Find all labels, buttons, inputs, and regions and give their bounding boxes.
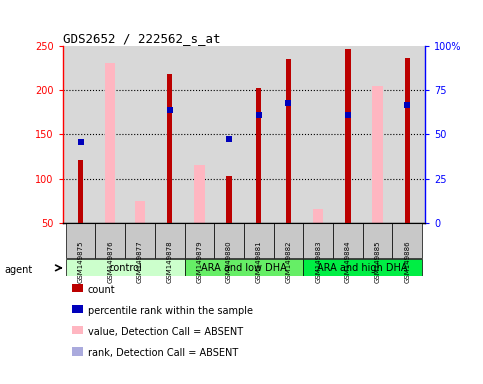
Text: value, Detection Call = ABSENT: value, Detection Call = ABSENT <box>88 327 243 338</box>
Bar <box>135 200 145 223</box>
Text: GSM149882: GSM149882 <box>285 240 291 283</box>
Text: GSM149883: GSM149883 <box>315 240 321 283</box>
Bar <box>405 58 410 223</box>
Bar <box>303 259 422 276</box>
Text: GSM149881: GSM149881 <box>256 240 262 283</box>
Bar <box>105 63 115 223</box>
Bar <box>125 223 155 258</box>
Bar <box>227 176 232 223</box>
Bar <box>167 74 172 223</box>
Bar <box>96 223 125 258</box>
Text: GSM149877: GSM149877 <box>137 240 143 283</box>
Text: GSM149876: GSM149876 <box>107 240 114 283</box>
Text: GSM149885: GSM149885 <box>374 240 381 283</box>
Bar <box>256 88 261 223</box>
Bar <box>185 259 303 276</box>
Text: rank, Detection Call = ABSENT: rank, Detection Call = ABSENT <box>88 348 238 359</box>
Bar <box>273 223 303 258</box>
Bar <box>66 259 185 276</box>
Text: ARA and low DHA: ARA and low DHA <box>201 263 287 273</box>
Bar <box>345 49 351 223</box>
Bar <box>185 223 214 258</box>
Bar <box>214 223 244 258</box>
Bar <box>194 165 205 223</box>
Bar <box>333 223 363 258</box>
Bar <box>363 223 392 258</box>
Text: GSM149878: GSM149878 <box>167 240 173 283</box>
Text: GDS2652 / 222562_s_at: GDS2652 / 222562_s_at <box>63 32 220 45</box>
Text: GSM149875: GSM149875 <box>78 240 84 283</box>
Bar <box>155 223 185 258</box>
Text: count: count <box>88 285 115 295</box>
Bar <box>286 59 291 223</box>
Text: agent: agent <box>5 265 33 275</box>
Text: percentile rank within the sample: percentile rank within the sample <box>88 306 253 316</box>
Bar <box>78 160 83 223</box>
Bar <box>244 223 273 258</box>
Text: ARA and high DHA: ARA and high DHA <box>317 263 408 273</box>
Bar <box>66 223 96 258</box>
Text: GSM149879: GSM149879 <box>197 240 202 283</box>
Text: GSM149886: GSM149886 <box>404 240 410 283</box>
Bar <box>392 223 422 258</box>
Bar <box>313 210 323 223</box>
Bar <box>372 86 383 223</box>
Bar <box>303 223 333 258</box>
Text: GSM149884: GSM149884 <box>345 240 351 283</box>
Text: control: control <box>108 263 142 273</box>
Text: GSM149880: GSM149880 <box>226 240 232 283</box>
